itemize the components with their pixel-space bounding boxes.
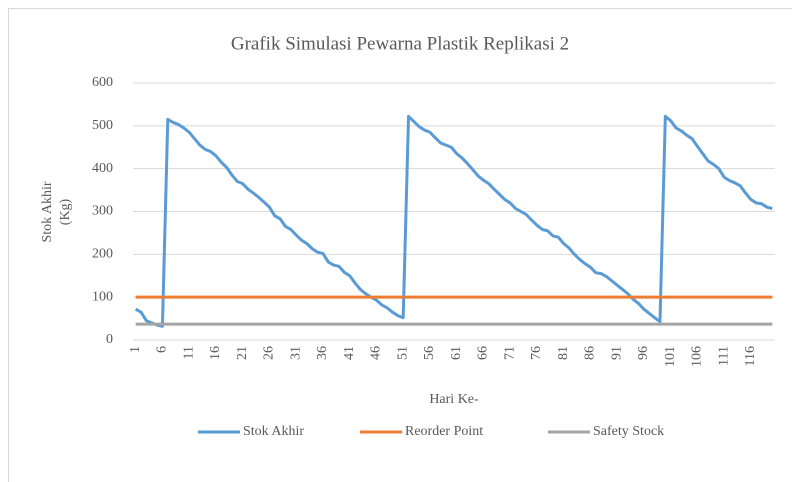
x-tick-label: 76 (529, 346, 544, 360)
legend-label: Stok Akhir (243, 424, 304, 439)
x-tick-label: 111 (716, 346, 731, 366)
x-tick-label: 101 (663, 346, 678, 367)
x-tick-label: 106 (690, 346, 705, 367)
x-tick-label: 71 (502, 346, 517, 360)
y-tick-label: 500 (92, 118, 113, 133)
y-tick-label: 0 (106, 332, 113, 347)
y-axis-label: Stok Akhir (Kg) (40, 181, 73, 242)
x-tick-label: 1 (128, 346, 143, 353)
x-tick-label: 96 (636, 346, 651, 360)
x-tick-label: 61 (449, 346, 464, 360)
y-tick-label: 400 (92, 161, 113, 176)
y-tick-label: 100 (92, 289, 113, 304)
y-axis-label-line: (Kg) (58, 198, 73, 225)
x-tick-label: 51 (395, 346, 410, 360)
x-tick-label: 11 (181, 346, 196, 359)
x-tick-label: 31 (288, 346, 303, 360)
data-line (134, 114, 773, 328)
x-tick-label: 56 (422, 346, 437, 360)
x-tick-label: 86 (583, 346, 598, 360)
x-axis-label: Hari Ke- (429, 392, 479, 407)
x-tick-label: 26 (262, 346, 277, 360)
y-tick-label: 600 (92, 75, 113, 90)
legend-label: Reorder Point (405, 424, 483, 439)
x-tick-label: 36 (315, 346, 330, 360)
x-tick-label: 116 (743, 346, 758, 366)
x-tick-label: 41 (342, 346, 357, 360)
chart-title: Grafik Simulasi Pewarna Plastik Replikas… (231, 33, 569, 54)
x-tick-label: 16 (208, 346, 223, 360)
legend-label: Safety Stock (593, 424, 664, 439)
y-tick-label: 200 (92, 247, 113, 262)
y-tick-label: 300 (92, 204, 113, 219)
x-tick-label: 46 (369, 346, 384, 360)
y-axis-label-line: Stok Akhir (40, 181, 55, 242)
x-tick-label: 66 (476, 346, 491, 360)
x-tick-label: 81 (556, 346, 571, 360)
x-tick-label: 21 (235, 346, 250, 360)
x-tick-label: 6 (155, 346, 170, 353)
x-tick-label: 91 (609, 346, 624, 360)
chart-frame (8, 8, 792, 482)
